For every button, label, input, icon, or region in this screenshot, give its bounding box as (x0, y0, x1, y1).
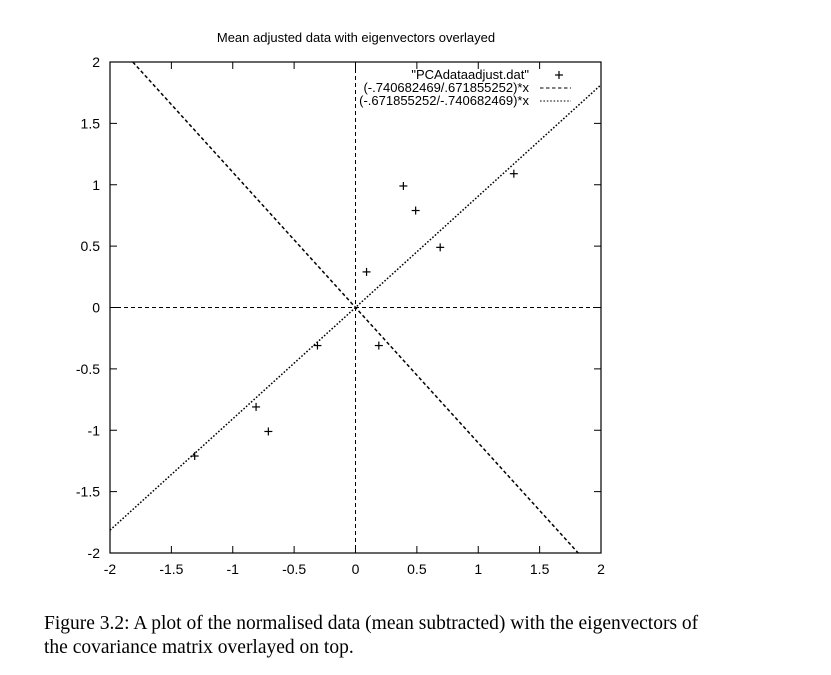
x-tick-label: 2 (597, 561, 605, 577)
data-point (399, 181, 408, 190)
data-point (264, 427, 273, 436)
figure-caption: Figure 3.2: A plot of the normalised dat… (44, 612, 831, 660)
y-tick-label: -0.5 (76, 361, 100, 377)
y-tick-label: 0 (92, 300, 100, 316)
y-tick-label: 1.5 (81, 115, 101, 131)
data-point (190, 452, 199, 461)
y-tick-label: -2 (88, 545, 101, 561)
axis-ticks: -2 -1.5 -1 -0.5 0 0.5 1 1.5 2 -2 -1.5 -1 -0.5 0 0.5 1 1.… (76, 54, 605, 577)
y-tick-label: -1.5 (76, 484, 100, 500)
x-tick-label: -1.5 (159, 561, 183, 577)
x-tick-label: 0.5 (407, 561, 427, 577)
x-tick-label: 1.5 (530, 561, 550, 577)
data-point (362, 267, 371, 276)
x-tick-label: -2 (104, 561, 117, 577)
y-tick-label: 1 (92, 177, 100, 193)
x-tick-label: -1 (227, 561, 240, 577)
data-point (436, 243, 445, 252)
caption-line-2: the covariance matrix overlayed on top. (44, 637, 354, 658)
data-points (190, 169, 518, 461)
data-point (411, 206, 420, 215)
legend-sample-marker (555, 71, 563, 79)
chart: Mean adjusted data with eigenvectors ove… (76, 30, 605, 577)
x-tick-label: 0 (352, 561, 360, 577)
data-point (313, 341, 322, 350)
chart-title: Mean adjusted data with eigenvectors ove… (217, 30, 495, 45)
caption-line-1: Figure 3.2: A plot of the normalised dat… (44, 613, 699, 634)
data-point (509, 169, 518, 178)
y-tick-label: 0.5 (81, 238, 101, 254)
eigenvector-line (132, 61, 579, 554)
x-tick-label: -0.5 (282, 561, 306, 577)
legend-label: "PCAdataadjust.dat" (411, 67, 529, 82)
y-tick-label: 2 (92, 54, 100, 70)
legend-label: (-.671855252/-.740682469)*x (359, 93, 529, 108)
eigenvector-lines (109, 61, 602, 554)
legend-label: (-.740682469/.671855252)*x (363, 80, 529, 95)
data-point (374, 341, 383, 350)
y-tick-label: -1 (88, 422, 101, 438)
x-tick-label: 1 (474, 561, 482, 577)
legend: "PCAdataadjust.dat"(-.740682469/.6718552… (359, 67, 571, 108)
data-point (252, 402, 261, 411)
